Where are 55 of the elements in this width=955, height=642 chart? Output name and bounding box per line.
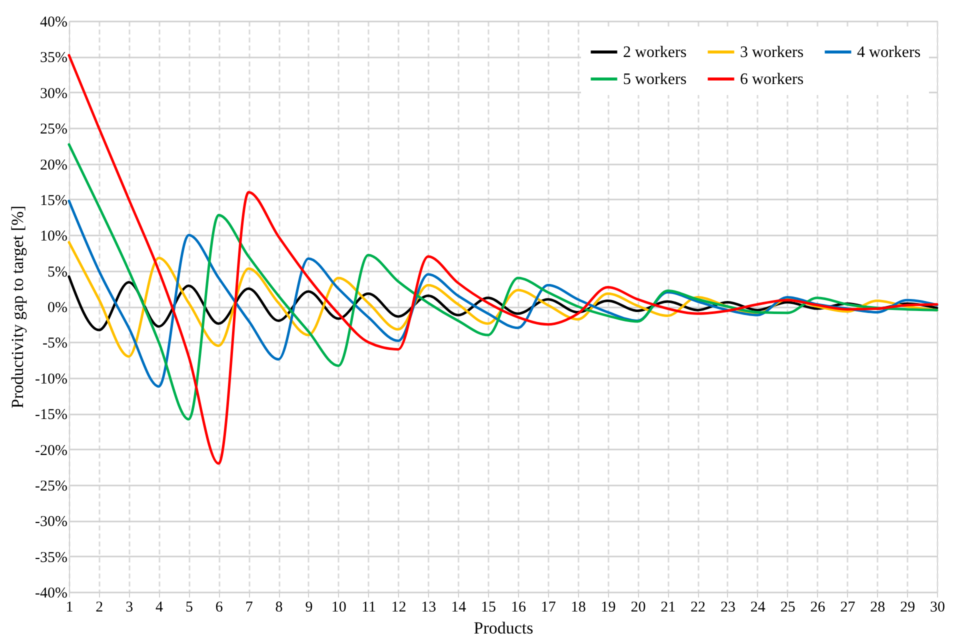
line-series <box>68 143 938 421</box>
legend-label: 3 workers <box>740 44 804 61</box>
x-tick-label: 12 <box>391 600 406 616</box>
x-tick-label: 26 <box>810 600 826 616</box>
y-tick-label: -30% <box>35 514 68 530</box>
x-tick-label: 8 <box>275 600 283 616</box>
legend-label: 4 workers <box>857 44 921 61</box>
x-tick-label: 3 <box>126 600 134 616</box>
x-tick-label: 16 <box>510 600 526 616</box>
y-tick-label: 30% <box>40 86 68 102</box>
y-tick-label: 10% <box>40 228 68 245</box>
x-tick-label: 7 <box>245 600 254 616</box>
x-tick-label: 17 <box>540 600 556 616</box>
x-tick-label: 11 <box>362 600 376 616</box>
x-tick-label: 20 <box>630 600 646 616</box>
legend-label: 2 workers <box>623 44 687 61</box>
x-tick-label: 2 <box>96 600 104 616</box>
x-tick-label: 10 <box>331 600 346 616</box>
y-tick-label: -40% <box>35 586 68 602</box>
legend-label: 5 workers <box>623 71 687 88</box>
y-tick-label: 15% <box>40 192 68 209</box>
x-tick-label: 6 <box>215 600 224 616</box>
x-tick-label: 9 <box>305 600 313 616</box>
y-tick-label: -35% <box>35 550 68 566</box>
x-tick-label: 19 <box>600 600 616 616</box>
y-tick-label: -5% <box>42 336 68 352</box>
x-tick-label: 22 <box>690 600 706 616</box>
x-tick-label: 14 <box>451 600 467 616</box>
y-tick-label: 5% <box>48 264 68 280</box>
x-tick-label: 23 <box>720 600 736 616</box>
y-tick-label: 20% <box>40 157 68 174</box>
y-tick-label: 35% <box>40 50 68 66</box>
x-tick-label: 25 <box>780 600 796 616</box>
legend-label: 6 workers <box>740 71 804 88</box>
x-tick-label: 27 <box>840 600 856 616</box>
x-tick-label: 28 <box>870 600 886 616</box>
x-tick-label: 13 <box>421 600 436 616</box>
x-tick-label: 1 <box>66 600 74 616</box>
x-tick-label: 5 <box>185 600 193 616</box>
x-tick-label: 30 <box>930 600 945 616</box>
y-axis-title: Productivity gap to target [%] <box>8 206 28 408</box>
x-tick-label: 18 <box>570 600 586 616</box>
x-tick-label: 21 <box>660 600 676 616</box>
y-tick-label: -20% <box>35 442 68 459</box>
x-tick-label: 4 <box>156 600 164 616</box>
y-tick-label: 0% <box>48 300 68 316</box>
x-tick-label: 15 <box>481 600 496 616</box>
y-tick-label: -25% <box>35 478 68 494</box>
y-tick-label: 25% <box>40 122 68 138</box>
y-tick-label: 40% <box>40 14 68 30</box>
x-axis-title: Products <box>474 618 534 638</box>
x-tick-label: 24 <box>750 600 766 616</box>
y-tick-label: -10% <box>35 371 68 388</box>
x-tick-label: 29 <box>900 600 916 616</box>
y-tick-label: -15% <box>35 407 68 424</box>
